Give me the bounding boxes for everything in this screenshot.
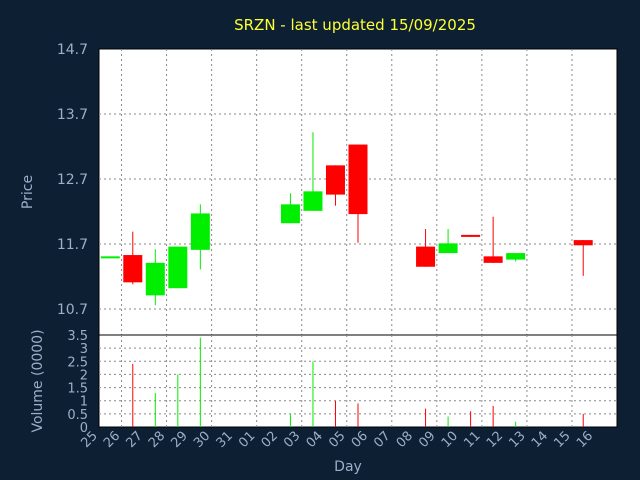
x-tick-label: 12: [484, 429, 506, 451]
volume-tick-label: 0: [80, 421, 88, 436]
volume-tick-label: 1: [80, 395, 88, 410]
candle-body-26: [123, 255, 143, 283]
candle-body-10: [461, 234, 481, 237]
x-tick-label: 28: [146, 429, 168, 451]
price-tick-label: 11.7: [57, 237, 88, 253]
x-tick-label: 05: [326, 429, 348, 451]
price-tick-label: 10.7: [57, 302, 88, 318]
price-panel: 14.7 13.7 12.7 11.7 10.7: [57, 42, 618, 336]
candle-body-15: [573, 240, 593, 246]
x-tick-label: 04: [304, 429, 326, 451]
x-tick-label: 31: [214, 429, 236, 451]
x-axis-label: Day: [334, 459, 362, 475]
volume-tick-label: 3: [80, 342, 88, 357]
candle-body-12: [506, 253, 526, 260]
volume-tick-label: 2: [80, 368, 88, 383]
volume-tick-label: 3.5: [67, 329, 88, 344]
x-tick-label: 13: [506, 429, 528, 451]
volume-tick-label: 0.5: [67, 408, 88, 423]
candle-body-28: [168, 246, 188, 289]
x-tick-label: 15: [551, 429, 573, 451]
x-tick-label: 07: [371, 429, 393, 451]
price-tick-label: 12.7: [57, 172, 88, 188]
x-tick-label: 14: [529, 429, 551, 451]
volume-tick-label: 2.5: [67, 355, 88, 370]
x-tick-label: 01: [236, 429, 258, 451]
candle-body-03: [303, 191, 323, 211]
candle-body-29: [190, 213, 210, 250]
candle-body-02: [280, 204, 300, 224]
x-tick-label: 29: [169, 429, 191, 451]
x-tick-label: 26: [101, 429, 123, 451]
x-axis: 25 26 27 28 29 30 31 01 02 03 04 05 06 07 08 09 10 11 12 13…: [78, 429, 596, 451]
x-tick-label: 16: [574, 429, 596, 451]
candle-body-27: [145, 262, 165, 296]
y-axis-label: Price: [20, 175, 36, 209]
chart-title: SRZN - last updated 15/09/2025: [234, 16, 476, 34]
candle-body-11: [483, 256, 503, 263]
x-tick-label: 27: [123, 429, 145, 451]
volume-panel: 3.532.521.510.50: [67, 329, 618, 436]
candle-body-25: [100, 256, 120, 259]
x-tick-label: 11: [461, 429, 483, 451]
x-tick-label: 06: [349, 429, 371, 451]
x-tick-label: 02: [259, 429, 281, 451]
x-tick-label: 10: [439, 429, 461, 451]
x-tick-label: 08: [394, 429, 416, 451]
volume-tick-label: 1.5: [67, 382, 88, 397]
price-tick-label: 13.7: [57, 107, 88, 123]
volume-axis-label: Volume (0000): [30, 329, 46, 432]
x-tick-label: 09: [416, 429, 438, 451]
candle-body-05: [348, 144, 368, 215]
candle-body-09: [438, 243, 458, 254]
candle-body-04: [325, 165, 345, 195]
x-tick-label: 30: [191, 429, 213, 451]
x-tick-label: 03: [281, 429, 303, 451]
candle-body-08: [416, 246, 436, 267]
price-tick-label: 14.7: [57, 42, 88, 58]
